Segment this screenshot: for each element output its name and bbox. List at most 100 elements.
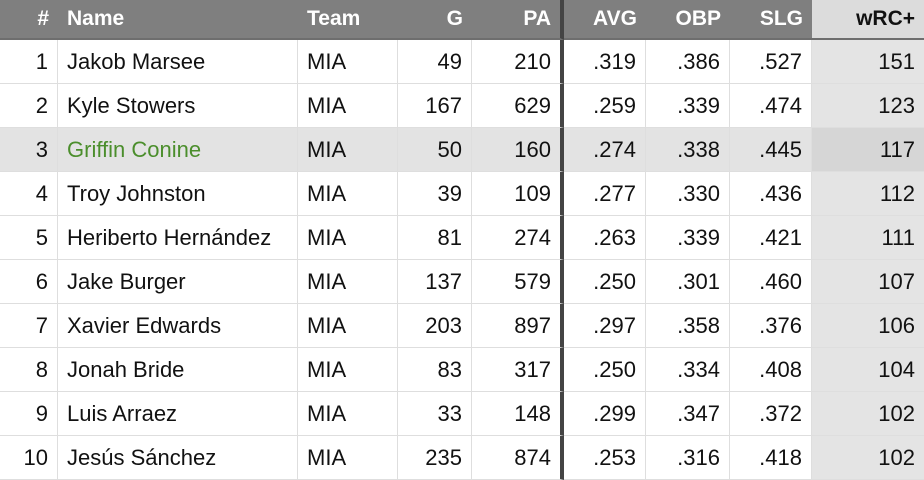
- column-header[interactable]: SLG: [730, 0, 812, 40]
- player-name[interactable]: Heriberto Hernández: [58, 216, 298, 260]
- table-cell: .334: [646, 348, 730, 392]
- table-cell: MIA: [298, 84, 398, 128]
- table-cell: .319: [564, 40, 646, 84]
- table-cell: 3: [0, 128, 58, 172]
- table-cell: 50: [398, 128, 472, 172]
- table-cell: MIA: [298, 348, 398, 392]
- player-name[interactable]: Xavier Edwards: [58, 304, 298, 348]
- table-cell: MIA: [298, 260, 398, 304]
- player-name[interactable]: Griffin Conine: [58, 128, 298, 172]
- table-cell: .339: [646, 84, 730, 128]
- table-cell: .347: [646, 392, 730, 436]
- table-cell: MIA: [298, 304, 398, 348]
- table-cell: 8: [0, 348, 58, 392]
- column-header[interactable]: wRC+: [812, 0, 924, 40]
- table-cell: 210: [472, 40, 564, 84]
- table-cell: .263: [564, 216, 646, 260]
- table-cell: 9: [0, 392, 58, 436]
- table-cell: .301: [646, 260, 730, 304]
- table-cell: 39: [398, 172, 472, 216]
- table-cell: 4: [0, 172, 58, 216]
- table-cell: 111: [812, 216, 924, 260]
- player-name[interactable]: Kyle Stowers: [58, 84, 298, 128]
- table-cell: MIA: [298, 40, 398, 84]
- table-cell: .474: [730, 84, 812, 128]
- table-cell: .297: [564, 304, 646, 348]
- table-cell: .277: [564, 172, 646, 216]
- table-cell: 49: [398, 40, 472, 84]
- table-cell: 107: [812, 260, 924, 304]
- column-header[interactable]: #: [0, 0, 58, 40]
- table-cell: .250: [564, 348, 646, 392]
- table-cell: 5: [0, 216, 58, 260]
- player-name[interactable]: Jonah Bride: [58, 348, 298, 392]
- table-cell: 148: [472, 392, 564, 436]
- table-cell: .274: [564, 128, 646, 172]
- player-name[interactable]: Troy Johnston: [58, 172, 298, 216]
- table-cell: 317: [472, 348, 564, 392]
- table-cell: 137: [398, 260, 472, 304]
- table-cell: 629: [472, 84, 564, 128]
- column-header[interactable]: PA: [472, 0, 564, 40]
- table-cell: 7: [0, 304, 58, 348]
- table-cell: 167: [398, 84, 472, 128]
- table-cell: .408: [730, 348, 812, 392]
- table-cell: .386: [646, 40, 730, 84]
- table-cell: 2: [0, 84, 58, 128]
- table-cell: 109: [472, 172, 564, 216]
- table-cell: 579: [472, 260, 564, 304]
- table-cell: 117: [812, 128, 924, 172]
- table-cell: .421: [730, 216, 812, 260]
- table-cell: 274: [472, 216, 564, 260]
- table-cell: MIA: [298, 128, 398, 172]
- table-cell: .527: [730, 40, 812, 84]
- table-cell: .436: [730, 172, 812, 216]
- table-cell: .358: [646, 304, 730, 348]
- table-cell: 6: [0, 260, 58, 304]
- table-cell: 1: [0, 40, 58, 84]
- table-cell: 10: [0, 436, 58, 480]
- player-name[interactable]: Luis Arraez: [58, 392, 298, 436]
- table-cell: .253: [564, 436, 646, 480]
- table-cell: .316: [646, 436, 730, 480]
- table-cell: 33: [398, 392, 472, 436]
- table-cell: 874: [472, 436, 564, 480]
- table-cell: MIA: [298, 172, 398, 216]
- table-cell: 123: [812, 84, 924, 128]
- table-cell: .338: [646, 128, 730, 172]
- player-name[interactable]: Jakob Marsee: [58, 40, 298, 84]
- column-header[interactable]: AVG: [564, 0, 646, 40]
- column-header[interactable]: G: [398, 0, 472, 40]
- table-cell: 102: [812, 436, 924, 480]
- column-header[interactable]: OBP: [646, 0, 730, 40]
- table-cell: 203: [398, 304, 472, 348]
- table-cell: .250: [564, 260, 646, 304]
- table-cell: MIA: [298, 216, 398, 260]
- table-cell: .418: [730, 436, 812, 480]
- table-cell: 104: [812, 348, 924, 392]
- table-cell: .445: [730, 128, 812, 172]
- table-cell: 81: [398, 216, 472, 260]
- player-name[interactable]: Jake Burger: [58, 260, 298, 304]
- table-cell: .372: [730, 392, 812, 436]
- table-cell: MIA: [298, 392, 398, 436]
- table-cell: .330: [646, 172, 730, 216]
- column-header[interactable]: Team: [298, 0, 398, 40]
- table-cell: .376: [730, 304, 812, 348]
- table-cell: .339: [646, 216, 730, 260]
- table-cell: 83: [398, 348, 472, 392]
- table-cell: 897: [472, 304, 564, 348]
- table-cell: 106: [812, 304, 924, 348]
- table-cell: .259: [564, 84, 646, 128]
- column-header[interactable]: Name: [58, 0, 298, 40]
- table-cell: 102: [812, 392, 924, 436]
- table-cell: MIA: [298, 436, 398, 480]
- table-cell: .299: [564, 392, 646, 436]
- table-cell: .460: [730, 260, 812, 304]
- table-cell: 112: [812, 172, 924, 216]
- table-cell: 151: [812, 40, 924, 84]
- player-name[interactable]: Jesús Sánchez: [58, 436, 298, 480]
- table-cell: 160: [472, 128, 564, 172]
